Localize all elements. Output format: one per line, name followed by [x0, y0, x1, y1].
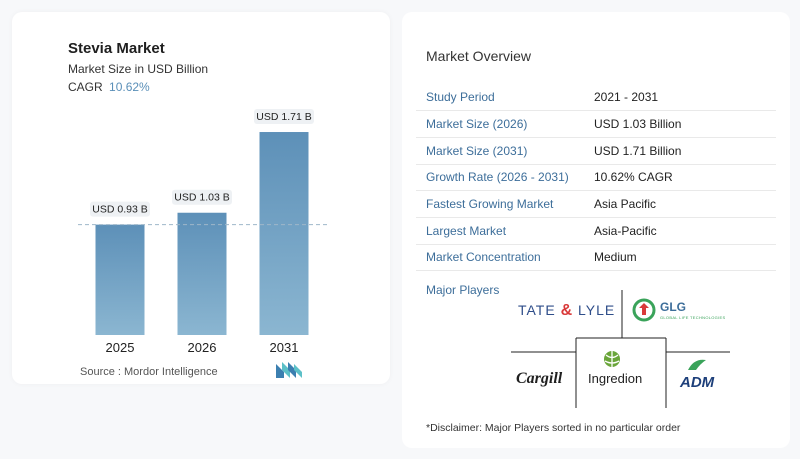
bar-chart: USD 0.93 B 2025 USD 1.03 B 2026 USD 1.71 B 20… [78, 109, 328, 355]
cagr-label: CAGR [68, 80, 103, 94]
row-value: 10.62% CAGR [584, 164, 776, 192]
row-value: USD 1.03 Billion [584, 110, 776, 138]
bar-2025 [95, 224, 145, 335]
row-value: 2021 - 2031 [584, 84, 776, 112]
row-value: Asia-Pacific [584, 217, 776, 245]
table-row: Growth Rate (2026 - 2031) 10.62% CAGR [416, 164, 776, 192]
lyle-word: LYLE [578, 302, 616, 318]
tate-lyle-logo: TATE & LYLE [518, 302, 615, 320]
x-tick-label: 2031 [270, 340, 299, 355]
row-label: Market Concentration [416, 244, 584, 272]
row-label: Largest Market [416, 217, 584, 245]
row-label: Study Period [416, 84, 584, 112]
data-label: USD 1.03 B [174, 192, 229, 204]
tate-word: TATE [518, 302, 556, 318]
glg-tagline: GLOBAL LIFE TECHNOLOGIES [660, 315, 726, 320]
chart-title: Stevia Market [68, 40, 165, 57]
ampersand-icon: & [560, 302, 574, 319]
x-tick-label: 2025 [106, 340, 135, 355]
row-value: Medium [584, 244, 776, 272]
major-players-logos [511, 290, 730, 408]
glg-emblem-icon [632, 298, 656, 322]
table-row: Largest Market Asia-Pacific [416, 217, 776, 245]
x-tick-label: 2026 [188, 340, 217, 355]
cagr-line: CAGR 10.62% [68, 80, 150, 94]
adm-logo: ADM [680, 374, 715, 391]
row-value: Asia Pacific [584, 190, 776, 218]
overview-table: Study Period 2021 - 2031 Market Size (202… [416, 84, 776, 272]
table-row: Fastest Growing Market Asia Pacific [416, 190, 776, 218]
row-label: Growth Rate (2026 - 2031) [416, 164, 584, 192]
ingredion-logo: Ingredion [588, 371, 643, 386]
major-players-title: Major Players [426, 283, 500, 297]
row-value: USD 1.71 Billion [584, 137, 776, 165]
data-label-box [172, 189, 232, 205]
cagr-value: 10.62% [109, 80, 150, 94]
disclaimer-text: *Disclaimer: Major Players sorted in no … [426, 422, 681, 434]
data-label-box [90, 201, 150, 217]
chart-subtitle: Market Size in USD Billion [68, 62, 209, 76]
row-label: Market Size (2031) [416, 137, 584, 165]
source-text: Source : Mordor Intelligence [80, 366, 218, 378]
table-row: Study Period 2021 - 2031 [416, 84, 776, 112]
data-label: USD 1.71 B [256, 111, 311, 123]
table-row: Market Size (2026) USD 1.03 Billion [416, 110, 776, 138]
table-row: Market Concentration Medium [416, 244, 776, 272]
glg-name: GLG [660, 300, 686, 314]
mordor-intelligence-logo [276, 362, 302, 378]
data-label-box [254, 109, 314, 125]
bar-2031 [259, 132, 309, 335]
row-label: Fastest Growing Market [416, 190, 584, 218]
adm-leaf-icon [688, 359, 706, 370]
data-label: USD 0.93 B [92, 204, 147, 216]
row-label: Market Size (2026) [416, 110, 584, 138]
ingredion-leaf-icon [604, 351, 620, 367]
table-row: Market Size (2031) USD 1.71 Billion [416, 137, 776, 165]
cargill-logo: Cargill [516, 370, 563, 387]
overview-title: Market Overview [426, 48, 532, 64]
bar-2026 [177, 212, 227, 335]
